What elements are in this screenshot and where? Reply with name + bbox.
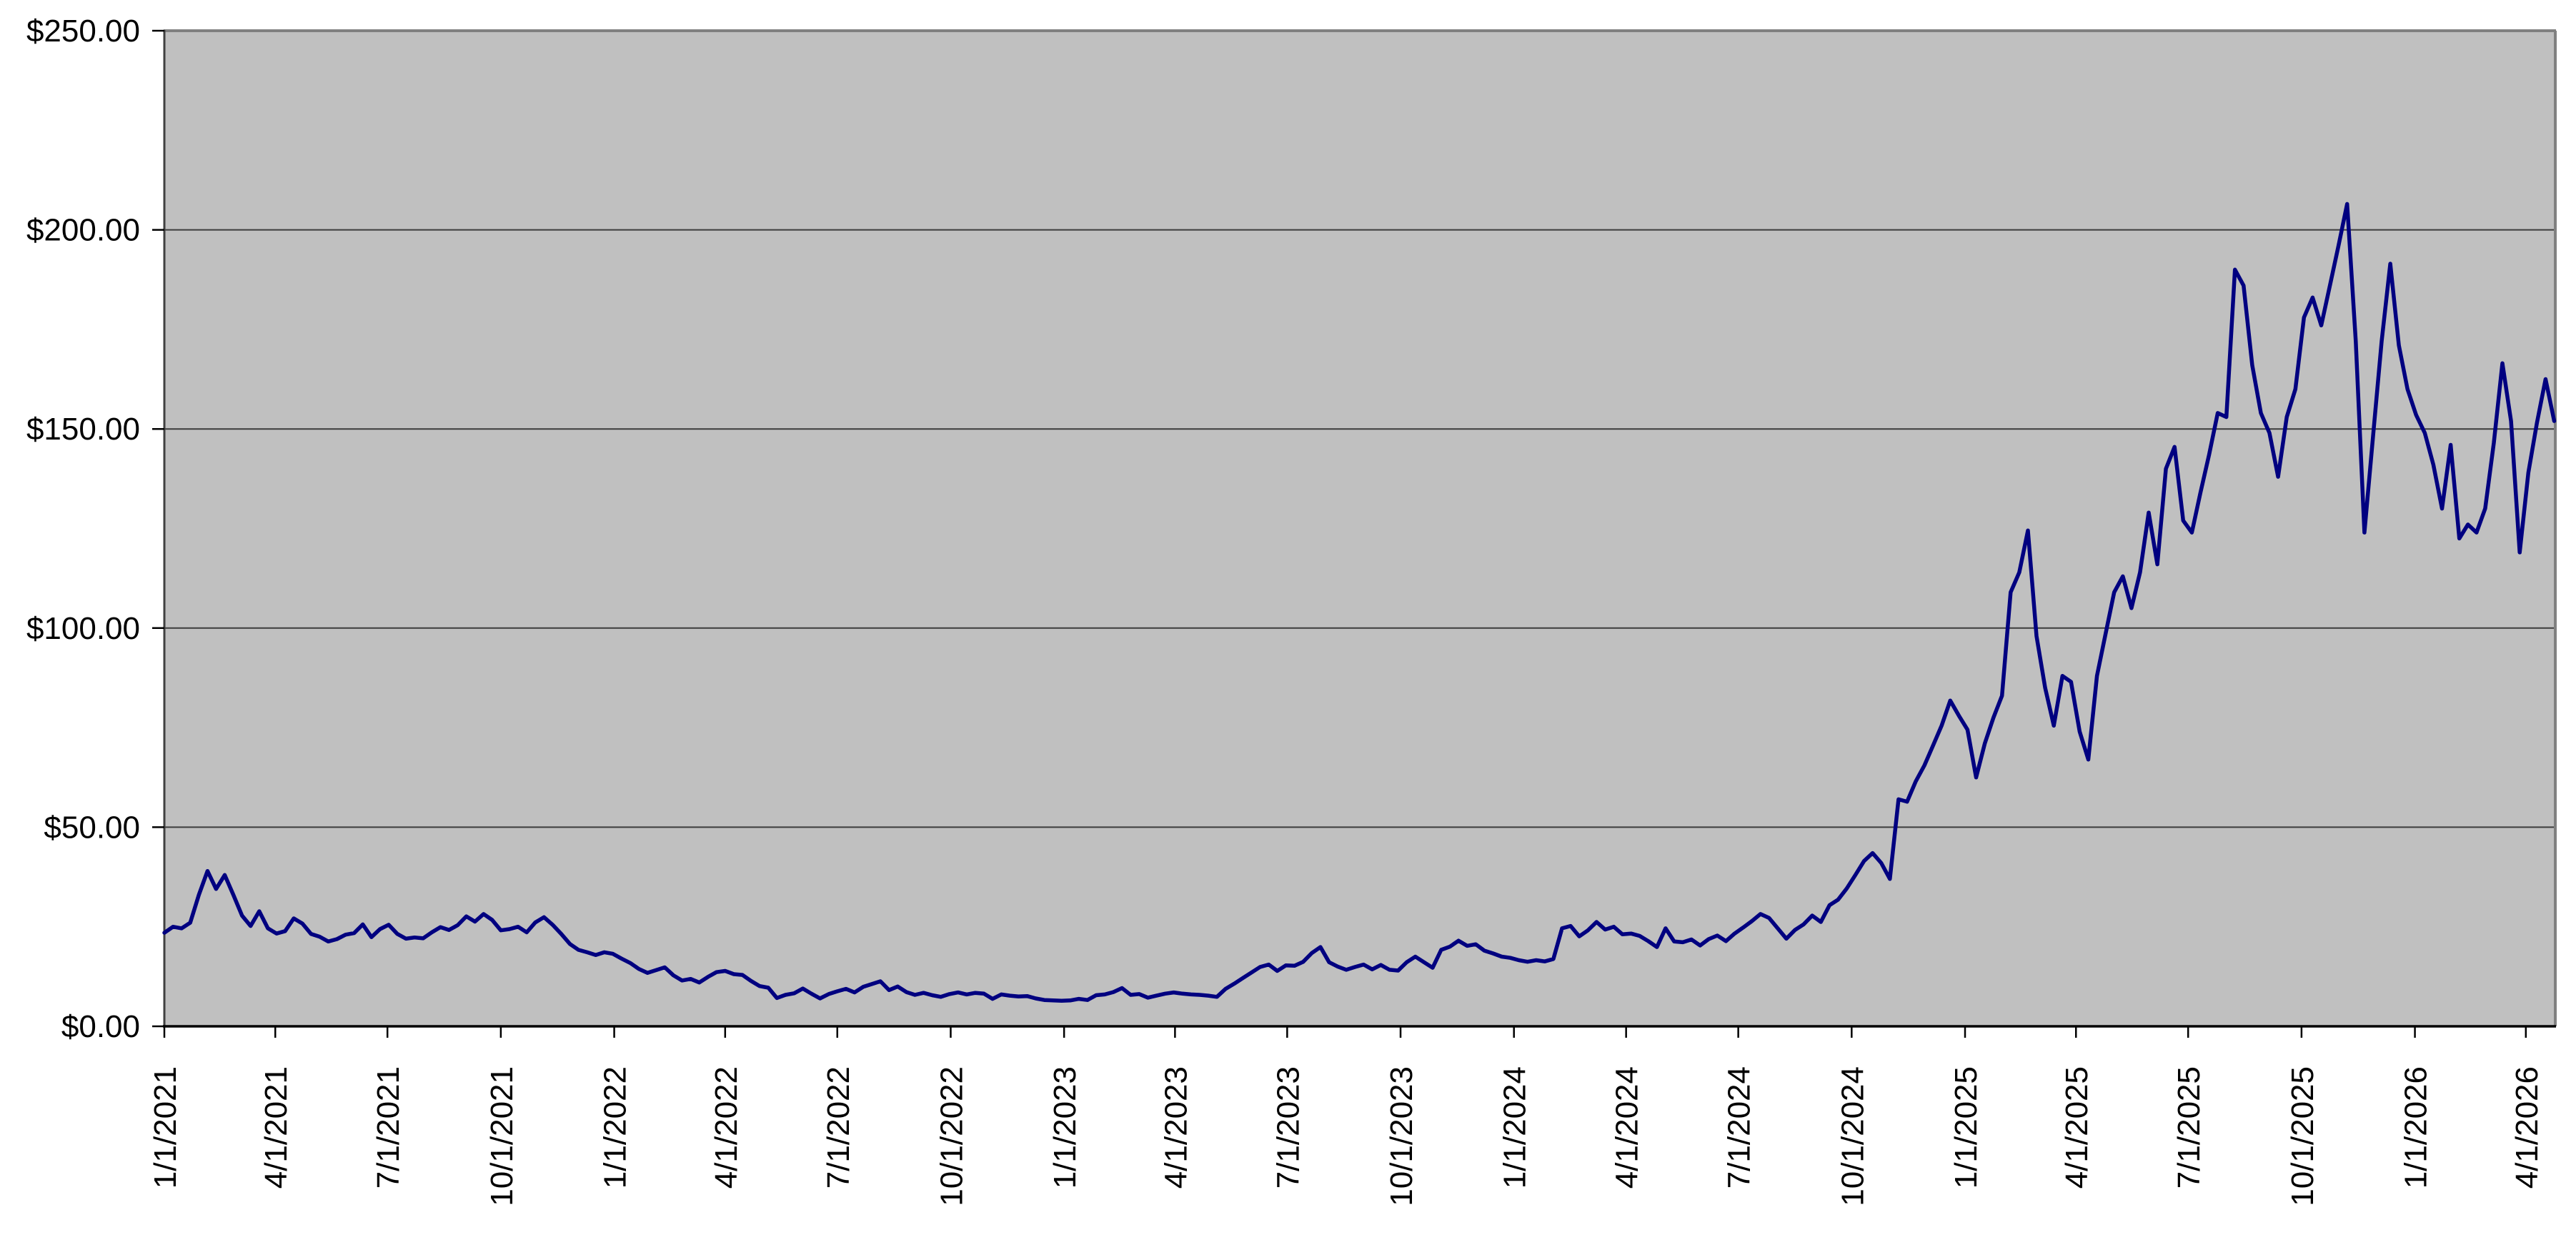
x-tick-label-8: 1/1/2023	[1048, 1066, 1083, 1189]
x-tick-label-15: 10/1/2024	[1835, 1066, 1870, 1206]
x-tick-label-4: 1/1/2022	[598, 1066, 633, 1189]
x-tick-label-13: 4/1/2024	[1610, 1066, 1645, 1189]
x-tick-label-14: 7/1/2024	[1722, 1066, 1757, 1189]
y-tick-label-250: $250.00	[26, 14, 140, 49]
x-tick-label-2: 7/1/2021	[371, 1066, 406, 1189]
plot-area	[164, 31, 2555, 1026]
x-tick-label-6: 7/1/2022	[821, 1066, 856, 1189]
x-tick-label-1: 4/1/2021	[259, 1066, 294, 1189]
y-tick-label-150: $150.00	[26, 412, 140, 447]
y-tick-label-50: $50.00	[44, 810, 140, 845]
x-tick-label-21: 4/1/2026	[2510, 1066, 2545, 1189]
x-tick-label-5: 4/1/2022	[709, 1066, 744, 1189]
x-tick-label-16: 1/1/2025	[1949, 1066, 1984, 1189]
x-tick-label-12: 1/1/2024	[1498, 1066, 1533, 1189]
price-line-weekly-price	[162, 202, 2557, 1003]
x-tick-label-19: 10/1/2025	[2285, 1066, 2320, 1206]
y-tick-label-200: $200.00	[26, 213, 140, 248]
x-tick-label-18: 7/1/2025	[2172, 1066, 2207, 1189]
x-tick-label-17: 4/1/2025	[2059, 1066, 2094, 1189]
x-tick-label-0: 1/1/2021	[148, 1066, 183, 1189]
x-tick-label-10: 7/1/2023	[1270, 1066, 1306, 1189]
x-tick-label-3: 10/1/2021	[484, 1066, 519, 1206]
x-tick-label-11: 10/1/2023	[1384, 1066, 1419, 1206]
x-tick-label-9: 4/1/2023	[1158, 1066, 1193, 1189]
x-tick-label-7: 10/1/2022	[934, 1066, 969, 1206]
y-tick-label-100: $100.00	[26, 611, 140, 646]
x-tick-label-20: 1/1/2026	[2399, 1066, 2434, 1189]
y-tick-label-0: $0.00	[61, 1009, 140, 1044]
